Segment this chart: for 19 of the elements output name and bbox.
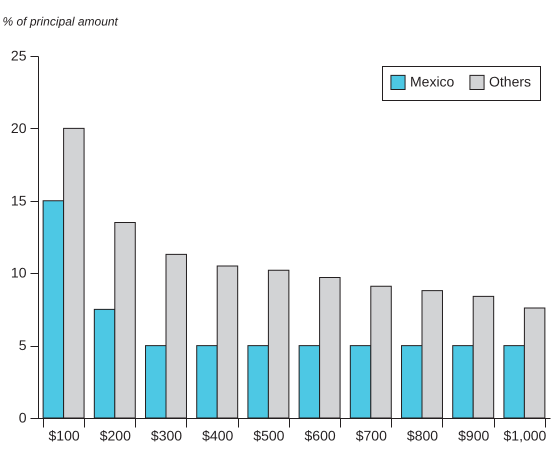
x-tick-label: $200 [100,428,132,444]
legend-label: Mexico [410,73,455,90]
y-tick-label: 10 [10,264,27,281]
x-tick-label: $300 [150,428,182,444]
y-axis-title: % of principal amount [2,14,119,28]
x-tick-label: $800 [406,428,438,444]
y-tick-label: 0 [18,410,27,426]
x-tick-label: $700 [356,428,388,444]
x-tick-label: $600 [304,428,336,444]
x-tick-label: $100 [48,428,80,444]
y-tick-label: 25 [10,48,27,64]
legend-label: Others [489,73,532,90]
y-tick-label: 5 [18,337,27,354]
x-tick-label: $400 [202,428,234,444]
x-tick-label: $500 [253,428,285,444]
x-tick-label: $1,000 [503,428,547,444]
y-tick-label: 15 [10,192,27,208]
y-tick-label: 20 [10,120,27,136]
x-tick-label: $900 [458,428,490,444]
